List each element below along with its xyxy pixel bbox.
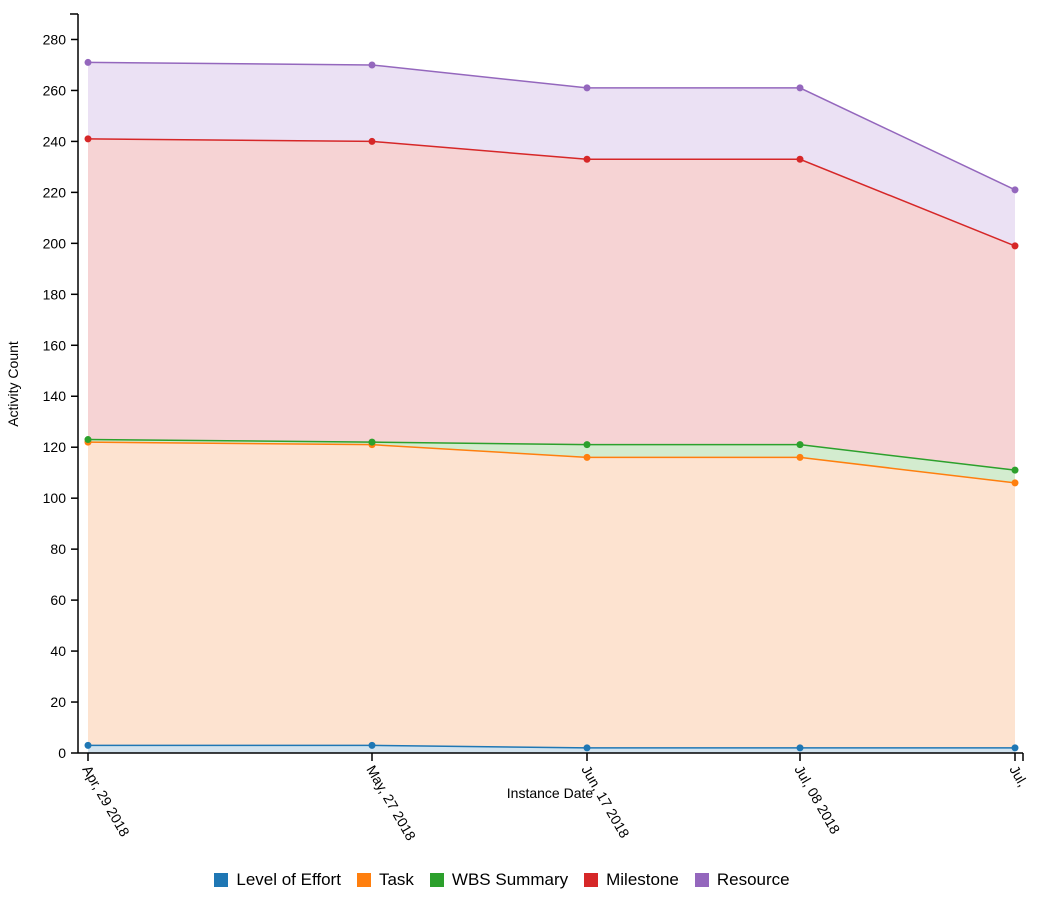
y-tick-label: 80 — [50, 541, 66, 557]
y-tick-label: 120 — [43, 439, 67, 455]
x-tick-label: May, 27 2018 — [363, 763, 419, 844]
point-task[interactable] — [583, 453, 591, 461]
point-level-of-effort[interactable] — [583, 744, 591, 752]
point-resource[interactable] — [583, 84, 591, 92]
x-axis-title: Instance Date — [507, 785, 594, 801]
point-milestone[interactable] — [583, 155, 591, 163]
legend-item-milestone[interactable]: Milestone — [584, 870, 679, 890]
y-tick-label: 280 — [43, 31, 67, 47]
point-wbs-summary[interactable] — [1011, 466, 1019, 474]
area-level-of-effort — [88, 745, 1015, 753]
point-task[interactable] — [796, 453, 804, 461]
legend-item-wbs-summary[interactable]: WBS Summary — [429, 870, 569, 890]
y-tick-label: 240 — [43, 133, 67, 149]
x-tick-label: Jun, 17 2018 — [578, 763, 632, 841]
legend-item-task[interactable]: Task — [356, 870, 414, 890]
legend-label: Level of Effort — [236, 870, 341, 889]
legend-swatch — [429, 873, 444, 887]
point-resource[interactable] — [84, 58, 92, 66]
y-tick-label: 40 — [50, 643, 66, 659]
series-points — [84, 58, 1019, 752]
point-level-of-effort[interactable] — [796, 744, 804, 752]
legend-label: Task — [378, 870, 414, 889]
x-tick-label: Apr, 29 2018 — [79, 763, 133, 840]
legend-item-level-of-effort[interactable]: Level of Effort — [214, 870, 341, 890]
legend-label: Resource — [716, 870, 790, 889]
area-milestone — [88, 138, 1015, 471]
y-tick-label: 0 — [58, 745, 66, 761]
y-tick-label: 60 — [50, 592, 66, 608]
point-resource[interactable] — [368, 61, 376, 69]
point-milestone[interactable] — [368, 137, 376, 145]
legend-swatch — [584, 873, 599, 887]
point-wbs-summary[interactable] — [84, 436, 92, 444]
point-level-of-effort[interactable] — [1011, 744, 1019, 752]
y-axis: 0 20 40 60 80 100 120 140 160 180 200 220 240 260 280 — [43, 13, 79, 761]
legend-swatch — [214, 873, 229, 887]
point-wbs-summary[interactable] — [583, 441, 591, 449]
point-wbs-summary[interactable] — [368, 438, 376, 446]
y-tick-label: 20 — [50, 694, 66, 710]
y-tick-label: 260 — [43, 82, 67, 98]
area-layers — [88, 62, 1015, 753]
stacked-area-chart: 020406080100120140160180200220240260280 … — [5, 13, 1031, 844]
point-milestone[interactable] — [84, 135, 92, 143]
y-tick-label: 160 — [43, 337, 67, 353]
legend-item-resource[interactable]: Resource — [694, 870, 790, 890]
y-tick-label: 100 — [43, 490, 67, 506]
y-tick-label: 200 — [43, 235, 67, 251]
legend-label: WBS Summary — [451, 870, 569, 889]
point-wbs-summary[interactable] — [796, 441, 804, 449]
point-task[interactable] — [1011, 479, 1019, 487]
legend-swatch — [694, 873, 709, 887]
point-resource[interactable] — [1011, 186, 1019, 194]
point-level-of-effort[interactable] — [368, 741, 376, 749]
y-tick-label: 220 — [43, 184, 67, 200]
legend: Level of Effort Task WBS Summary Milestone R… — [0, 870, 1004, 890]
legend-swatch — [356, 873, 371, 887]
x-tick-label: Jul, 08 2018 — [791, 763, 843, 837]
y-tick-label: 140 — [43, 388, 67, 404]
point-milestone[interactable] — [796, 155, 804, 163]
legend-label: Milestone — [606, 870, 679, 889]
x-tick-label: Jul, — [1006, 763, 1031, 790]
y-tick-label: 180 — [43, 286, 67, 302]
area-resource — [88, 62, 1015, 246]
area-wbs-summary — [88, 439, 1015, 483]
point-level-of-effort[interactable] — [84, 741, 92, 749]
point-resource[interactable] — [796, 84, 804, 92]
area-task — [88, 442, 1015, 748]
point-milestone[interactable] — [1011, 242, 1019, 250]
y-axis-title: Activity Count — [5, 341, 21, 427]
